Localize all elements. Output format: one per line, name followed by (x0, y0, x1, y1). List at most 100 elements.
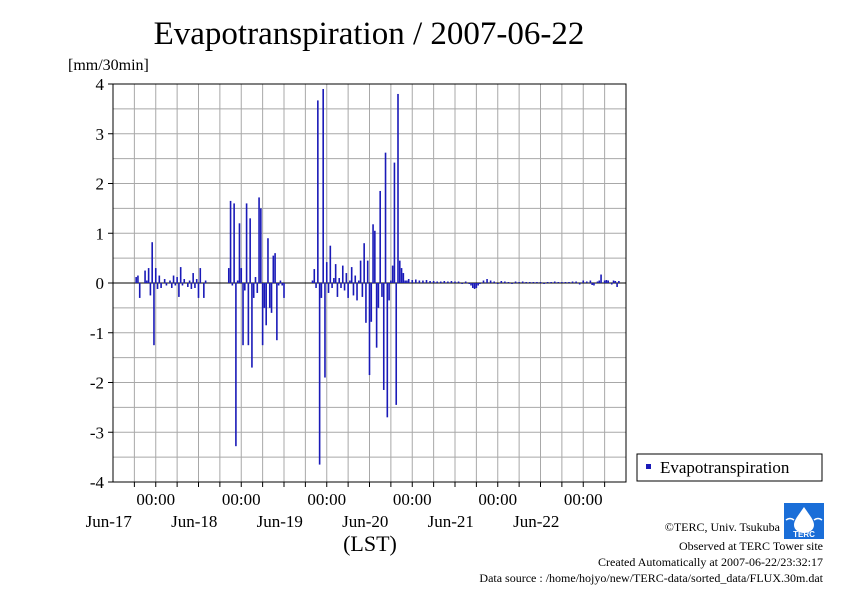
bar (504, 281, 506, 283)
bar (411, 280, 414, 283)
bar (464, 281, 467, 283)
bar (163, 279, 166, 283)
bar (616, 283, 618, 287)
bar (366, 260, 369, 283)
bar (327, 283, 330, 293)
y-tick-label: -2 (90, 374, 104, 393)
bar (343, 283, 346, 291)
bar (252, 283, 255, 298)
y-tick-label: 3 (96, 125, 105, 144)
bar (244, 283, 246, 291)
bar (245, 203, 248, 283)
bar (536, 282, 538, 283)
bar (388, 283, 390, 301)
bar (137, 275, 139, 283)
bar (578, 283, 581, 285)
bar (457, 281, 460, 283)
bar (365, 283, 367, 323)
bar (553, 281, 556, 283)
bar (511, 283, 513, 284)
bar (179, 267, 182, 283)
bar (561, 282, 563, 283)
bar (363, 243, 365, 283)
bar (260, 208, 262, 283)
bar (447, 281, 449, 283)
bar (582, 280, 585, 283)
bar (607, 280, 609, 283)
bar (422, 280, 424, 283)
chart-title: Evapotranspiration / 2007-06-22 (154, 16, 585, 52)
bar (470, 283, 472, 286)
bar (315, 283, 317, 288)
bar (372, 224, 374, 283)
bar (356, 283, 358, 301)
bar (600, 274, 602, 283)
bar (178, 283, 180, 297)
bar (176, 277, 178, 283)
bar (240, 268, 243, 283)
bar (461, 283, 463, 284)
bar (381, 283, 383, 297)
bar (247, 283, 250, 346)
bar (354, 275, 357, 283)
bar (358, 280, 360, 283)
footer-observed: Observed at TERC Tower site (679, 539, 823, 553)
x-tick-time-label: 00:00 (222, 490, 261, 509)
bar (283, 283, 285, 298)
x-ticks: 00:00Jun-1700:00Jun-1800:00Jun-1900:00Ju… (86, 482, 606, 531)
bar (425, 280, 428, 283)
bar (395, 283, 398, 405)
bar (238, 223, 241, 283)
bar (256, 283, 259, 293)
bar (144, 270, 146, 283)
bar (341, 265, 344, 283)
bar (374, 230, 376, 283)
bar (454, 281, 456, 283)
bar (174, 283, 177, 286)
bar (347, 283, 349, 298)
bar (496, 283, 499, 284)
bar (386, 283, 389, 418)
bar (472, 283, 474, 288)
bar (151, 242, 153, 283)
bar (324, 283, 326, 378)
bar (204, 280, 207, 283)
bar (375, 283, 378, 348)
bar (231, 283, 234, 286)
bar (493, 281, 495, 283)
bar (368, 283, 371, 376)
bar (359, 260, 362, 283)
bar (160, 283, 162, 288)
bar (546, 282, 549, 283)
bar (277, 283, 280, 286)
bar (377, 283, 380, 308)
bar (338, 278, 341, 283)
bar (254, 277, 257, 283)
bar (443, 281, 446, 283)
bar (361, 283, 364, 297)
bar (158, 275, 161, 283)
x-tick-date-label: Jun-17 (86, 512, 133, 531)
bar (612, 280, 615, 283)
bar (320, 283, 323, 298)
bar (593, 283, 595, 286)
bar (596, 281, 599, 283)
bar (486, 279, 488, 283)
bar (229, 200, 232, 283)
bar (267, 238, 269, 283)
bar (432, 281, 435, 283)
logo-text: TERC (793, 530, 815, 539)
y-tick-label: 2 (96, 175, 105, 194)
y-tick-label: -3 (90, 423, 104, 442)
bar (402, 273, 405, 283)
bar (318, 283, 321, 465)
x-tick-date-label: Jun-20 (342, 512, 388, 531)
bar (258, 197, 260, 283)
bar (436, 281, 438, 283)
terc-logo: TERC (784, 503, 824, 539)
x-tick-time-label: 00:00 (307, 490, 346, 509)
bar (370, 283, 373, 322)
bar (279, 280, 282, 283)
bar (507, 282, 510, 283)
